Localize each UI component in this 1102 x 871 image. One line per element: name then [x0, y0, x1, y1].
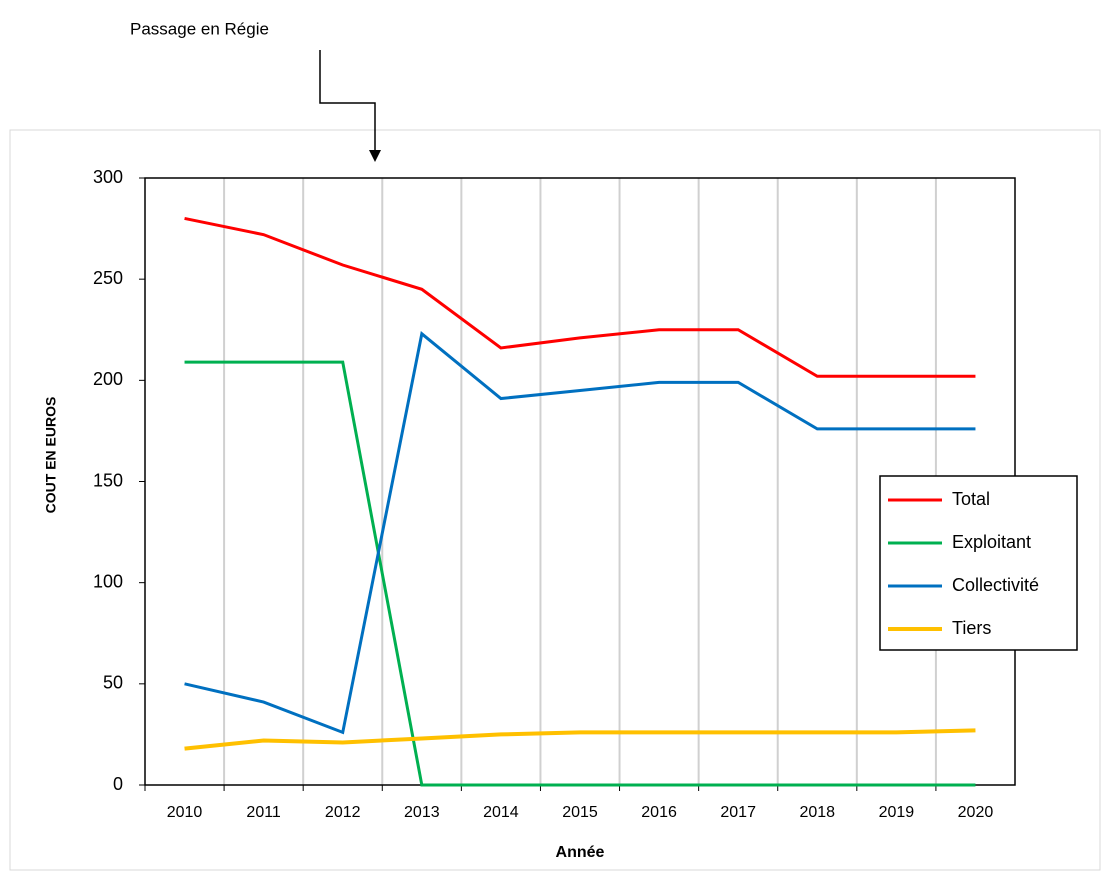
y-axis-label: COUT EN EUROS	[43, 397, 59, 514]
y-tick-label: 300	[93, 167, 123, 187]
y-tick-label: 200	[93, 369, 123, 389]
arrow-head	[369, 150, 381, 162]
chart-frame	[9, 129, 1101, 871]
legend-label: Exploitant	[952, 532, 1031, 552]
series-line	[184, 331, 976, 735]
x-axis-label: Année	[556, 844, 605, 861]
y-tick-label: 50	[103, 673, 123, 693]
legend	[879, 475, 1078, 651]
x-tick-label: 2015	[562, 804, 598, 821]
y-tick-label: 100	[93, 571, 123, 591]
series-line	[184, 728, 976, 751]
annotation-arrow	[319, 50, 376, 155]
legend-label: Total	[952, 489, 990, 509]
x-tick-label: 2012	[325, 804, 361, 821]
legend-label: Tiers	[952, 618, 991, 638]
y-tick-label: 0	[113, 774, 123, 794]
x-tick-label: 2013	[404, 804, 440, 821]
x-tick-label: 2020	[958, 804, 994, 821]
annotation: Passage en Régie	[130, 19, 269, 38]
x-tick-label: 2019	[879, 804, 915, 821]
x-tick-label: 2011	[246, 804, 281, 821]
series-line	[184, 360, 976, 787]
x-tick-label: 2016	[641, 804, 677, 821]
series-line	[184, 216, 976, 378]
x-tick-label: 2017	[720, 804, 756, 821]
legend-label: Collectivité	[952, 575, 1039, 595]
x-tick-label: 2018	[799, 804, 835, 821]
x-tick-label: 2014	[483, 804, 519, 821]
y-tick-label: 250	[93, 268, 123, 288]
x-tick-label: 2010	[167, 804, 203, 821]
y-tick-label: 150	[93, 470, 123, 490]
